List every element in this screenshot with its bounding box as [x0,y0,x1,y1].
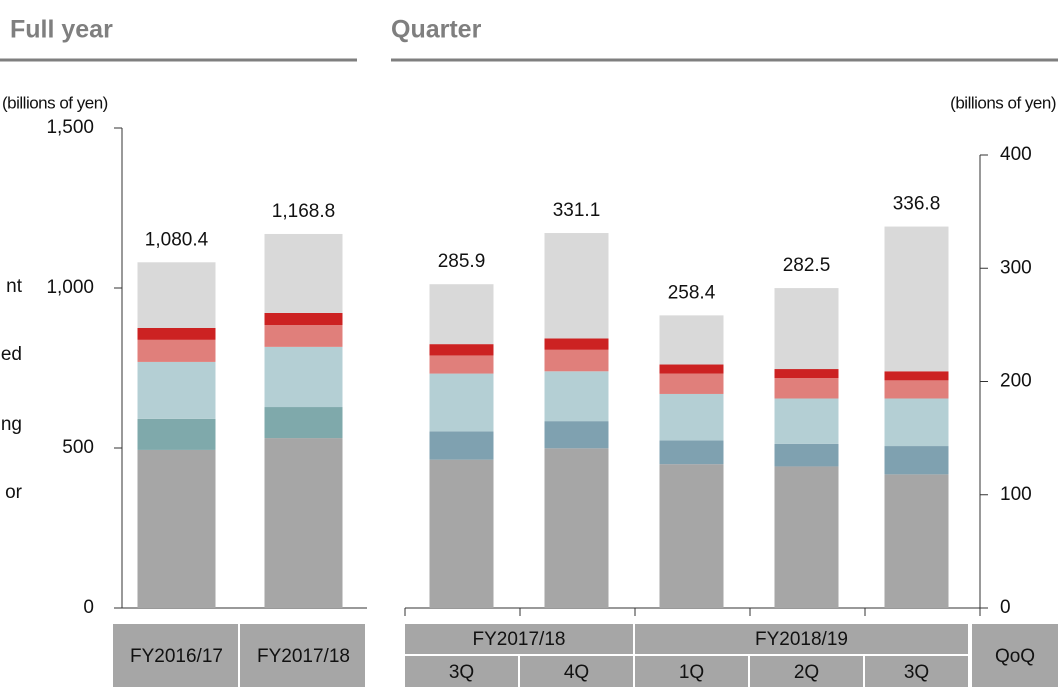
legend-label: ng [1,414,22,435]
bar-segment [264,346,343,408]
bar-segment [429,284,494,345]
bar-segment [137,328,216,340]
total-label: 1,080.4 [145,229,209,250]
panel-title: Quarter [391,16,482,44]
x-tick-label: 3Q [449,662,474,683]
bar-segment [544,448,609,608]
bar-segment [659,464,724,608]
bar-segment [884,474,949,608]
bar-segment [544,349,609,372]
bar-segment [659,440,724,465]
table-cell [972,624,1058,687]
x-tick-label: FY2017/18 [257,646,350,667]
table-cell [520,656,633,687]
table-cell [865,656,968,687]
bar-segment [137,339,216,362]
y-tick-label: 100 [1000,484,1032,505]
y-tick-label: 300 [1000,257,1032,278]
x-tick-label: 4Q [564,662,589,683]
x-tick-label: FY2016/17 [130,646,223,667]
table-cell [113,624,238,687]
total-label: 282.5 [783,255,831,276]
table-cell [240,624,365,687]
y-tick-label: 1,500 [46,117,94,138]
bar-segment [774,369,839,379]
bar-segment [774,443,839,467]
y-tick-label: 200 [1000,371,1032,392]
unit-label: (billions of yen) [2,93,108,112]
group-label: FY2017/18 [473,629,566,650]
total-label: 285.9 [438,251,486,272]
bar-segment [137,262,216,328]
bar-segment [429,344,494,356]
bar-segment [544,371,609,422]
extra-column: QoQ [995,646,1035,667]
x-tick-label: 2Q [794,662,819,683]
bar-segment [264,325,343,347]
bar-segment [774,288,839,370]
bar-segment [264,407,343,439]
bar-segment [544,421,609,449]
x-tick-label: 3Q [904,662,929,683]
total-label: 258.4 [668,282,716,303]
y-tick-label: 0 [1000,597,1011,618]
y-tick-label: 400 [1000,144,1032,165]
bar-segment [774,466,839,608]
legend-label: or [5,482,23,503]
bar-segment [429,431,494,460]
table-cell [405,624,633,654]
y-tick-label: 500 [62,437,94,458]
bar-segment [544,338,609,350]
bar-segment [264,312,343,326]
bar-segment [137,361,216,419]
bar-segment [264,233,343,313]
total-label: 331.1 [553,200,601,221]
table-cell [635,656,748,687]
table-cell [750,656,863,687]
bar-segment [774,378,839,399]
bar-segment [137,418,216,450]
bar-segment [884,226,949,372]
bar-segment [884,398,949,447]
group-label: FY2018/19 [755,629,848,650]
bar-segment [884,446,949,475]
bar-segment [544,233,609,339]
total-label: 336.8 [893,194,941,215]
bar-segment [659,373,724,394]
table-cell [405,656,518,687]
total-label: 1,168.8 [272,201,335,222]
bar-segment [659,364,724,374]
bar-segment [884,380,949,399]
unit-label: (billions of yen) [950,93,1056,112]
y-tick-label: 0 [83,597,94,618]
panel-title: Full year [10,16,113,44]
bar-segment [659,315,724,365]
bar-segment [659,393,724,441]
legend-label: ed [1,344,22,365]
legend-label: nt [6,276,23,297]
bar-segment [429,459,494,608]
y-tick-label: 1,000 [46,277,94,298]
bar-segment [774,398,839,444]
bar-segment [264,438,343,608]
x-tick-label: 1Q [679,662,704,683]
bar-segment [884,371,949,381]
table-cell [635,624,968,654]
bar-segment [137,449,216,608]
bar-segment [429,355,494,374]
bar-segment [429,373,494,432]
